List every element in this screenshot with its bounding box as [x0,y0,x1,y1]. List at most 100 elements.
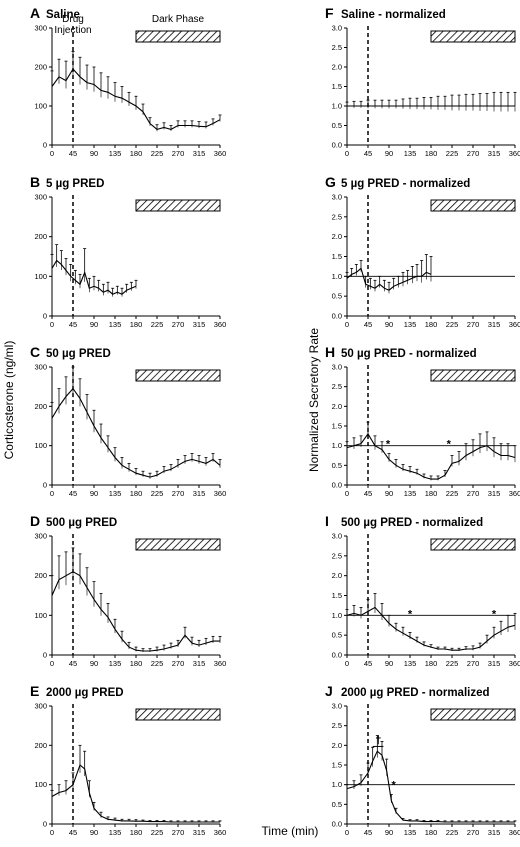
x-tick-label: 270 [467,489,480,498]
x-tick-label: 270 [172,320,185,329]
x-tick-label: 90 [385,659,393,668]
y-tick-label: 2.5 [332,551,342,560]
x-tick-label: 270 [467,828,480,837]
panel-G: G 5 µg PRED - normalized 0 45 90 135 180 225 270… [325,174,520,329]
y-tick-label: 2.0 [332,63,342,72]
significance-marker: † [375,734,381,746]
y-tick-label: 100 [34,611,47,620]
y-tick-label: 0.5 [332,800,342,809]
y-tick-label: 200 [34,402,47,411]
y-tick-label: 0.0 [332,141,342,150]
panel-F: F Saline - normalized 0 45 90 135 180 225 270 315… [325,5,520,158]
x-tick-label: 315 [193,149,206,158]
x-tick-label: 225 [446,659,459,668]
dark-phase-label: Dark Phase [152,14,205,25]
series-line [346,267,432,291]
y-tick-label: 1.0 [332,441,342,450]
x-tick-label: 315 [193,320,206,329]
x-tick-label: 45 [69,149,77,158]
y-tick-label: 0 [43,820,47,829]
x-tick-label: 315 [488,659,501,668]
x-tick-label: 45 [364,828,372,837]
x-tick-label: 315 [488,320,501,329]
dark-phase-bar [430,708,516,721]
x-tick-label: 0 [50,320,54,329]
panel-title: 5 µg PRED [46,178,104,190]
x-tick-label: 135 [109,320,122,329]
y-tick-label: 2.5 [332,212,342,221]
panel-letter: E [30,683,39,699]
y-tick-label: 2.0 [332,741,342,750]
x-tick-label: 270 [467,320,480,329]
x-tick-label: 0 [345,320,349,329]
x-tick-label: 315 [488,149,501,158]
series-line [346,750,515,823]
series-line [346,432,516,480]
y-tick-label: 3.0 [332,702,342,711]
x-tick-label: 45 [69,659,77,668]
panel-title: 500 µg PRED - normalized [341,517,483,529]
x-tick-label: 315 [193,489,206,498]
x-tick-label: 45 [364,659,372,668]
x-tick-label: 90 [385,149,393,158]
y-tick-label: 300 [34,702,47,711]
x-tick-label: 0 [345,828,349,837]
x-tick-label: 180 [130,659,143,668]
y-tick-label: 2.0 [332,402,342,411]
x-tick-label: 0 [50,489,54,498]
panel-title: 50 µg PRED [46,348,111,360]
x-tick-label: 90 [90,489,98,498]
dark-phase-bar [135,538,221,551]
y-tick-label: 0 [43,312,47,321]
x-tick-label: 270 [467,659,480,668]
significance-marker: * [447,439,452,451]
y-tick-label: 0.0 [332,651,342,660]
y-tick-label: 1.5 [332,422,342,431]
panel-letter: H [325,344,335,360]
significance-marker: * [492,608,497,620]
x-tick-label: 270 [467,149,480,158]
y-tick-label: 200 [34,63,47,72]
y-tick-label: 3.0 [332,24,342,33]
x-tick-label: 270 [172,149,185,158]
y-tick-label: 0.0 [332,820,342,829]
series-line [51,259,137,295]
x-tick-label: 360 [509,149,520,158]
series-line [346,606,516,651]
panel-letter: D [30,513,40,529]
panel-title: 5 µg PRED - normalized [341,178,470,190]
panel-title: Saline [46,9,80,21]
panel-letter: A [30,5,40,21]
y-tick-label: 3.0 [332,193,342,202]
x-tick-label: 225 [151,659,164,668]
x-tick-label: 0 [345,659,349,668]
x-tick-label: 0 [50,659,54,668]
panel-letter: I [325,513,329,529]
x-tick-label: 360 [214,828,227,837]
y-tick-label: 0.5 [332,461,342,470]
x-tick-label: 135 [404,320,417,329]
dark-phase-bar [430,199,516,212]
y-tick-label: 0.5 [332,121,342,130]
x-tick-label: 225 [151,828,164,837]
x-tick-label: 225 [446,320,459,329]
x-tick-label: 90 [385,828,393,837]
panel-title: 2000 µg PRED [46,687,124,699]
y-tick-label: 0.5 [332,631,342,640]
x-tick-label: 315 [488,489,501,498]
x-tick-label: 360 [214,659,227,668]
panel-J: J 2000 µg PRED - normalized 0 45 90 135 180 225… [325,683,520,837]
y-tick-label: 100 [34,780,47,789]
x-tick-label: 45 [69,489,77,498]
y-tick-label: 200 [34,571,47,580]
panel-I: I 500 µg PRED - normalized 0 45 90 135 180 225 2… [325,513,520,668]
x-tick-label: 90 [90,828,98,837]
x-tick-label: 45 [69,320,77,329]
y-tick-label: 1.5 [332,591,342,600]
panel-A: A Saline 0 45 90 135 180 225 270 315 360 0 100 200 300… [30,5,226,158]
panel-title: 2000 µg PRED - normalized [341,687,490,699]
x-tick-label: 270 [172,659,185,668]
x-tick-label: 0 [345,149,349,158]
dark-phase-bar [430,30,516,43]
y-tick-label: 100 [34,441,47,450]
